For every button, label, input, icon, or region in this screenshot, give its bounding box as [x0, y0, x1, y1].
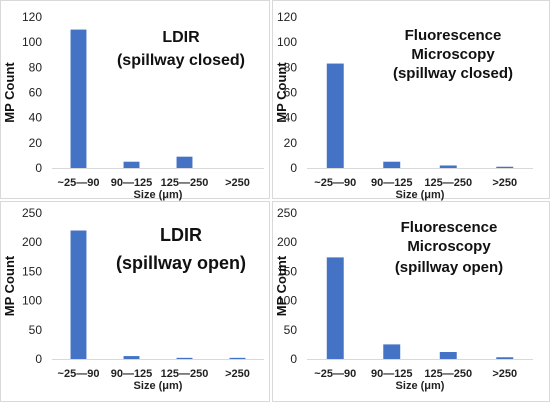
- y-tick-label: 200: [277, 235, 297, 249]
- panel-annotation-line: LDIR: [162, 29, 200, 46]
- x-axis-title: Size (μm): [396, 189, 445, 201]
- y-tick-label: 200: [22, 235, 42, 249]
- y-tick-label: 20: [284, 136, 298, 150]
- y-tick-label: 250: [22, 206, 42, 220]
- y-axis-title: MP Count: [2, 62, 17, 123]
- x-tick-label: 90—125: [111, 177, 153, 189]
- x-tick-label: 125—250: [424, 368, 472, 380]
- y-tick-label: 250: [277, 206, 297, 220]
- y-tick-label: 100: [22, 294, 42, 308]
- x-tick-label: >250: [492, 177, 517, 189]
- bar: [383, 161, 401, 168]
- x-tick-label: 125—250: [161, 368, 209, 380]
- bar: [123, 161, 140, 168]
- panel-annotation-line: (spillway closed): [117, 52, 245, 69]
- y-tick-label: 100: [22, 35, 42, 49]
- bar: [70, 29, 87, 169]
- x-tick-label: 125—250: [161, 177, 209, 189]
- y-tick-label: 50: [284, 323, 298, 337]
- x-axis-title: Size (μm): [396, 380, 445, 392]
- y-tick-label: 120: [22, 10, 42, 24]
- bar: [229, 357, 246, 359]
- x-tick-label: 90—125: [371, 368, 413, 380]
- panel-annotation-line: (spillway open): [116, 253, 246, 273]
- panel-annotation-line: Fluorescence: [401, 219, 498, 236]
- y-tick-label: 80: [284, 60, 298, 74]
- chart-panel-3: 0 50 100 150 200 250 ~25—90 90—125 125—250 >250 Si…: [0, 201, 270, 402]
- panel-annotation-line: Fluorescence: [405, 27, 502, 44]
- bar: [326, 63, 344, 168]
- bar: [326, 257, 344, 359]
- x-tick-label: 125—250: [424, 177, 472, 189]
- panel-annotation-line: (spillway open): [395, 259, 503, 276]
- y-axis-title: MP Count: [2, 255, 17, 316]
- bar: [176, 156, 193, 168]
- y-tick-label: 80: [29, 60, 43, 74]
- y-tick-label: 0: [290, 352, 297, 366]
- y-axis-title: MP Count: [274, 62, 289, 123]
- y-tick-label: 100: [277, 294, 297, 308]
- chart-panel-4: 0 50 100 150 200 250 ~25—90 90—125 125—250 >250 Si…: [272, 201, 550, 402]
- x-axis-title: Size (μm): [134, 380, 183, 392]
- x-tick-label: >250: [225, 177, 250, 189]
- y-tick-label: 100: [277, 35, 297, 49]
- bar: [439, 351, 457, 359]
- panel-border: [0, 0, 270, 199]
- y-tick-label: 0: [35, 352, 42, 366]
- x-tick-label: ~25—90: [58, 177, 100, 189]
- bar: [496, 166, 514, 168]
- y-tick-label: 150: [277, 264, 297, 278]
- x-axis-title: Size (μm): [134, 189, 183, 201]
- bar: [70, 230, 87, 359]
- bar: [123, 356, 140, 359]
- x-tick-label: 90—125: [111, 368, 153, 380]
- panel-annotation-line: LDIR: [160, 225, 202, 245]
- x-tick-label: >250: [492, 368, 517, 380]
- panel-annotation-line: Microscopy: [407, 238, 491, 255]
- x-tick-label: >250: [225, 368, 250, 380]
- y-tick-label: 20: [29, 136, 43, 150]
- chart-panel-1: 0 20 40 60 80 100 120 ~25—90 90—125 125—250 >250 Si…: [0, 0, 270, 201]
- panel-annotation-line: Microscopy: [411, 46, 495, 63]
- x-tick-label: ~25—90: [58, 368, 100, 380]
- y-tick-label: 60: [29, 86, 43, 100]
- x-tick-label: ~25—90: [314, 368, 356, 380]
- y-tick-label: 150: [22, 264, 42, 278]
- x-tick-label: ~25—90: [314, 177, 356, 189]
- y-tick-label: 0: [290, 161, 297, 175]
- chart-panel-2: 0 20 40 60 80 100 120 ~25—90 90—125 125—250 >250 Si…: [272, 0, 550, 201]
- y-tick-label: 50: [29, 323, 43, 337]
- bar: [439, 165, 457, 168]
- bar: [176, 357, 193, 359]
- bar: [383, 344, 401, 359]
- y-tick-label: 120: [277, 10, 297, 24]
- y-tick-label: 0: [35, 161, 42, 175]
- y-tick-label: 60: [284, 86, 298, 100]
- panel-annotation-line: (spillway closed): [393, 65, 513, 82]
- y-tick-label: 40: [284, 111, 298, 125]
- y-tick-label: 40: [29, 111, 43, 125]
- bar: [496, 357, 514, 359]
- y-axis-title: MP Count: [274, 255, 289, 316]
- x-tick-label: 90—125: [371, 177, 413, 189]
